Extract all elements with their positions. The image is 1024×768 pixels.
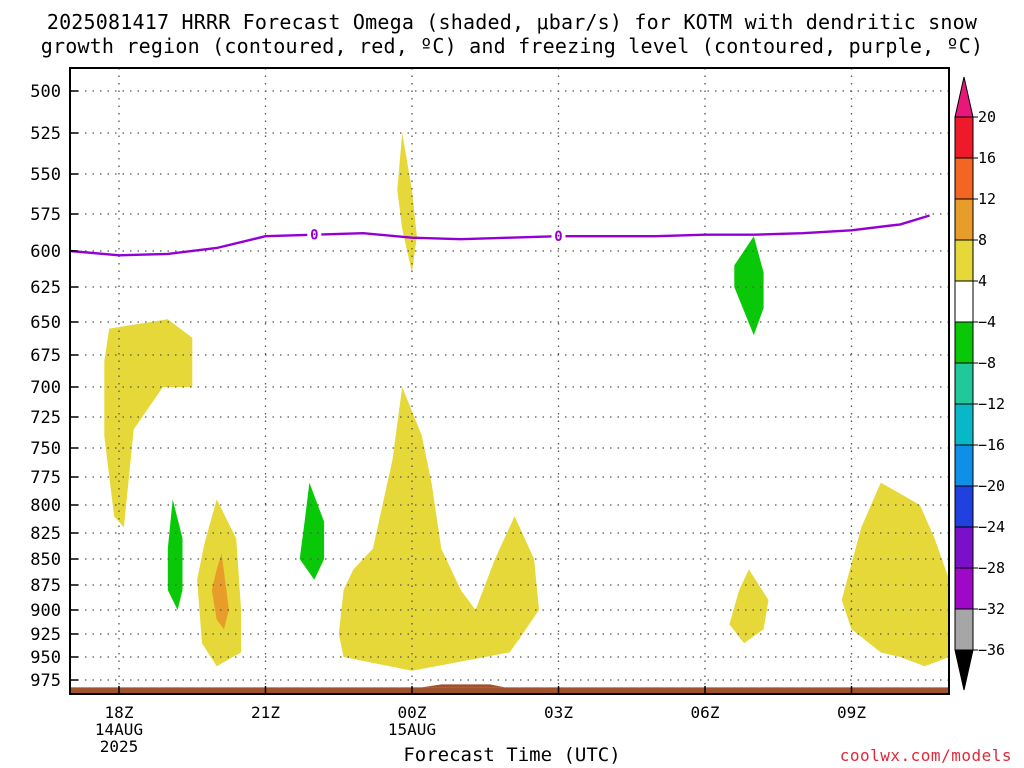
colorbar-swatch-8 [954, 403, 974, 446]
colorbar-label-3: 12 [978, 190, 996, 208]
colorbar-label-2: 16 [978, 149, 996, 167]
colorbar-label-8: −12 [978, 395, 1005, 413]
x-tick-label-09Z-1: 09Z [837, 703, 866, 722]
y-axis: 500 525 550 575 600 625 650 675 700 725 750 775 800 8… [30, 82, 78, 691]
x-tick-label-03Z-1: 03Z [544, 703, 573, 722]
omega-region-6 [841, 482, 950, 667]
colorbar-label-4: 8 [978, 231, 987, 249]
colorbar-swatch-9 [954, 444, 974, 487]
colorbar-label-14: −36 [978, 641, 1005, 659]
colorbar-label-10: −20 [978, 477, 1005, 495]
colorbar-swatch-10 [954, 485, 974, 528]
y-tick-label-625: 625 [30, 278, 61, 298]
freezing-label-bg-1 [307, 225, 322, 243]
freezing-label-bg-2 [551, 227, 566, 245]
plot-frame [69, 67, 950, 695]
colorbar-label-11: −24 [978, 518, 1005, 536]
colorbar-swatch-12 [954, 567, 974, 610]
colorbar-label-6: −4 [978, 313, 996, 331]
omega-region-3 [338, 387, 539, 671]
x-tick-label-21Z-1: 21Z [251, 703, 280, 722]
x-tick-label-00Z-1: 00Z [398, 703, 427, 722]
omega-region-10 [734, 236, 764, 336]
x-axis-title: Forecast Time (UTC) [403, 744, 621, 766]
y-tick-label-650: 650 [30, 313, 61, 333]
colorbar-swatch-3 [954, 198, 974, 241]
y-tick-label-925: 925 [30, 625, 61, 645]
chart-title-line-1: 2025081417 HRRR Forecast Omega (shaded, … [46, 10, 978, 34]
y-tick-label-850: 850 [30, 550, 61, 570]
y-tick-label-800: 800 [30, 496, 61, 516]
colorbar-label-12: −28 [978, 559, 1005, 577]
colorbar: 20 16 12 8 4 −4 −8 −12 −16 −20 −24 −28 −32 −36 [954, 76, 1005, 691]
colorbar-swatch-5 [954, 280, 974, 323]
colorbar-label-7: −8 [978, 354, 996, 372]
y-tick-label-575: 575 [30, 205, 61, 225]
colorbar-swatch-6 [954, 321, 974, 364]
y-tick-label-825: 825 [30, 524, 61, 544]
colorbar-swatch-2 [954, 157, 974, 200]
omega-region-7 [211, 553, 229, 630]
colorbar-swatch-7 [954, 362, 974, 405]
freezing-level-label-1: 0 [310, 228, 318, 244]
colorbar-swatch-13 [954, 608, 974, 651]
freezing-level-line [70, 214, 930, 257]
x-tick-label-00Z-2: 15AUG [388, 720, 436, 739]
colorbar-swatch-4 [954, 239, 974, 282]
y-tick-label-500: 500 [30, 82, 61, 102]
terrain-layer [70, 684, 949, 694]
y-tick-label-600: 600 [30, 242, 61, 262]
x-tick-label-18Z-1: 18Z [105, 703, 134, 722]
y-tick-label-675: 675 [30, 346, 61, 366]
x-tick-label-06Z-1: 06Z [691, 703, 720, 722]
colorbar-label-1: 20 [978, 108, 996, 126]
colorbar-label-13: −32 [978, 600, 1005, 618]
ground-bump [421, 684, 505, 688]
chart-title-line-2: growth region (contoured, red, ºC) and f… [40, 34, 984, 58]
x-tick-label-18Z-2: 14AUG [95, 720, 143, 739]
colorbar-label-9: −16 [978, 436, 1005, 454]
y-tick-label-875: 875 [30, 576, 61, 596]
y-tick-label-725: 725 [30, 408, 61, 428]
colorbar-swatch-11 [954, 526, 974, 569]
colorbar-label-5: 4 [978, 272, 987, 290]
omega-region-9 [299, 482, 325, 580]
colorbar-swatch-1 [954, 116, 974, 159]
y-tick-label-975: 975 [30, 671, 61, 691]
omega-region-1 [104, 319, 193, 528]
site-credit: coolwx.com/models [839, 746, 1012, 765]
omega-shading [104, 133, 950, 671]
freezing-level-label-2: 0 [554, 229, 562, 245]
y-tick-label-525: 525 [30, 124, 61, 144]
omega-region-5 [729, 569, 769, 644]
y-tick-label-950: 950 [30, 648, 61, 668]
y-tick-label-550: 550 [30, 165, 61, 185]
y-tick-label-750: 750 [30, 439, 61, 459]
ground-strip [70, 687, 949, 694]
y-tick-label-775: 775 [30, 468, 61, 488]
x-tick-label-18Z-3: 2025 [100, 737, 139, 756]
omega-region-8 [167, 499, 183, 610]
y-tick-label-700: 700 [30, 378, 61, 398]
colorbar-top-arrow [954, 76, 974, 118]
colorbar-bottom-arrow [954, 649, 974, 691]
y-tick-label-900: 900 [30, 601, 61, 621]
